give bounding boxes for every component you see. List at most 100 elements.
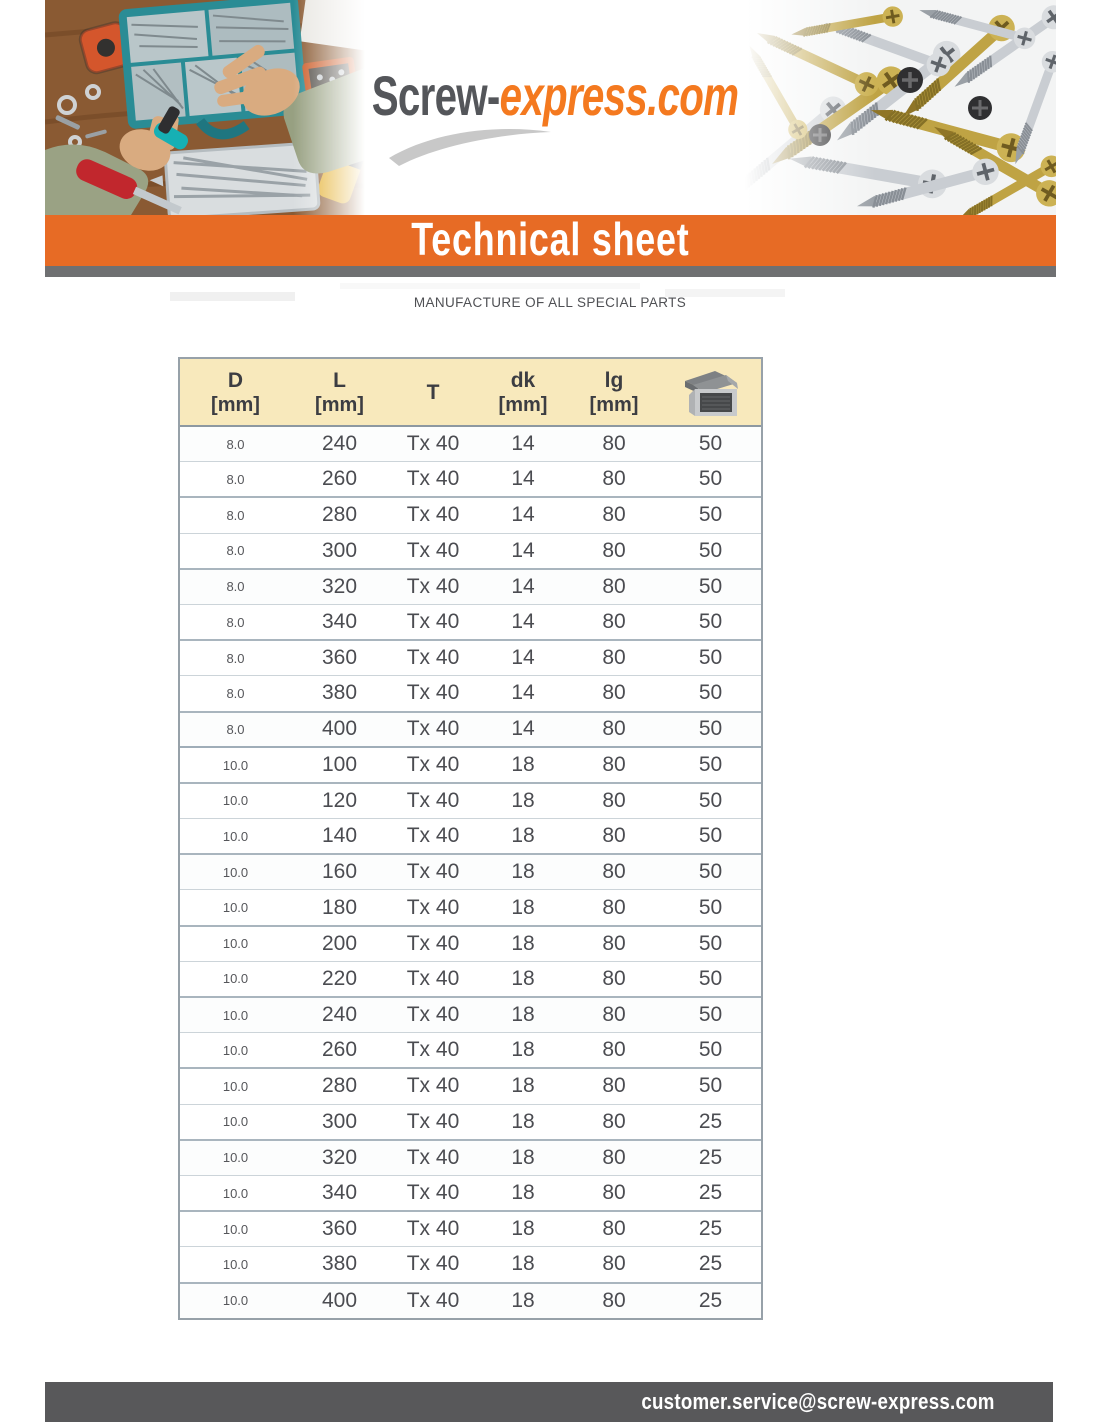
t-value: Tx 40: [406, 1038, 460, 1062]
qty-value: 50: [698, 503, 723, 527]
qty-value: 25: [698, 1109, 723, 1133]
t-value: Tx 40: [406, 574, 460, 598]
t-value: Tx 40: [406, 610, 460, 634]
t-value: Tx 40: [406, 788, 460, 812]
column-header-dk: dk [mm]: [478, 359, 568, 427]
dk-value: 18: [511, 895, 535, 919]
lg-value: 80: [602, 860, 626, 884]
l-value: 340: [321, 610, 358, 634]
lg-value: 80: [602, 503, 626, 527]
d-value: 8.0: [226, 685, 245, 701]
t-value: Tx 40: [406, 895, 460, 919]
table-row: 8.0 300 Tx 40 14 80 50: [180, 533, 761, 569]
qty-value: 50: [698, 1074, 723, 1098]
page-footer: customer.service@screw-express.com: [45, 1382, 1053, 1422]
t-value: Tx 40: [406, 1252, 460, 1276]
dk-value: 18: [511, 1074, 535, 1098]
lg-value: 80: [602, 432, 626, 456]
dk-value: 18: [511, 1288, 535, 1312]
table-row: 8.0 340 Tx 40 14 80 50: [180, 604, 761, 641]
qty-value: 50: [698, 717, 723, 741]
dk-value: 14: [511, 717, 535, 741]
l-value: 300: [321, 538, 358, 562]
dk-value: 18: [511, 1145, 535, 1169]
qty-value: 50: [698, 966, 723, 990]
l-value: 120: [321, 788, 358, 812]
d-value: 8.0: [226, 650, 245, 666]
qty-value: 50: [698, 1038, 723, 1062]
divider-bar: [45, 266, 1056, 277]
lg-value: 80: [602, 1145, 626, 1169]
table-row: 8.0 360 Tx 40 14 80 50: [180, 640, 761, 676]
table-row: 10.0 100 Tx 40 18 80 50: [180, 747, 761, 783]
qty-value: 25: [698, 1181, 723, 1205]
lg-value: 80: [602, 646, 626, 670]
table-row: 10.0 320 Tx 40 18 80 25: [180, 1139, 761, 1176]
d-value: 8.0: [226, 579, 245, 595]
l-value: 280: [321, 1074, 358, 1098]
d-value: 10.0: [222, 828, 249, 844]
scan-artifact: [170, 292, 295, 301]
dk-value: 14: [511, 538, 535, 562]
d-value: 10.0: [222, 793, 249, 809]
l-value: 140: [321, 824, 358, 848]
l-value: 400: [321, 1288, 358, 1312]
qty-value: 25: [698, 1288, 723, 1312]
l-value: 360: [321, 646, 358, 670]
technical-sheet-banner: Technical sheet: [45, 215, 1056, 266]
dk-value: 14: [511, 467, 535, 491]
t-value: Tx 40: [406, 966, 460, 990]
dk-value: 18: [511, 753, 535, 777]
table-row: 8.0 260 Tx 40 14 80 50: [180, 461, 761, 498]
lg-value: 80: [602, 788, 626, 812]
qty-value: 50: [698, 467, 723, 491]
qty-value: 50: [698, 788, 723, 812]
packaging-box-icon: [660, 368, 761, 418]
t-value: Tx 40: [406, 538, 460, 562]
d-value: 8.0: [226, 436, 245, 452]
lg-value: 80: [602, 1288, 626, 1312]
lg-value: 80: [602, 966, 626, 990]
screws-photo: [745, 0, 1056, 215]
qty-value: 50: [698, 1003, 723, 1027]
l-value: 160: [321, 860, 358, 884]
l-value: 280: [321, 503, 358, 527]
qty-value: 50: [698, 610, 723, 634]
logo-text-secondary: express.com: [499, 64, 739, 127]
l-value: 180: [321, 895, 358, 919]
dk-value: 18: [511, 1217, 535, 1241]
qty-value: 50: [698, 574, 723, 598]
dk-value: 18: [511, 824, 535, 848]
table-row: 10.0 120 Tx 40 18 80 50: [180, 782, 761, 819]
d-value: 10.0: [222, 757, 249, 773]
contact-email[interactable]: customer.service@screw-express.com: [641, 1389, 995, 1414]
d-value: 10.0: [222, 1078, 249, 1094]
qty-value: 50: [698, 753, 723, 777]
lg-value: 80: [602, 574, 626, 598]
d-value: 8.0: [226, 721, 245, 737]
d-value: 10.0: [222, 1150, 249, 1166]
l-value: 240: [321, 432, 358, 456]
qty-value: 25: [698, 1217, 723, 1241]
lg-value: 80: [602, 1109, 626, 1133]
l-value: 260: [321, 467, 358, 491]
table-row: 10.0 400 Tx 40 18 80 25: [180, 1282, 761, 1319]
l-value: 300: [321, 1109, 358, 1133]
lg-value: 80: [602, 538, 626, 562]
column-header-lg: lg [mm]: [568, 359, 660, 427]
table-row: 10.0 360 Tx 40 18 80 25: [180, 1211, 761, 1247]
t-value: Tx 40: [406, 1288, 460, 1312]
lg-value: 80: [602, 467, 626, 491]
qty-value: 50: [698, 646, 723, 670]
qty-value: 50: [698, 895, 723, 919]
l-value: 200: [321, 931, 358, 955]
l-value: 380: [321, 681, 358, 705]
lg-value: 80: [602, 1074, 626, 1098]
dk-value: 14: [511, 574, 535, 598]
qty-value: 50: [698, 860, 723, 884]
lg-value: 80: [602, 681, 626, 705]
d-value: 10.0: [222, 971, 249, 987]
d-value: 10.0: [222, 1007, 249, 1023]
dk-value: 14: [511, 432, 535, 456]
